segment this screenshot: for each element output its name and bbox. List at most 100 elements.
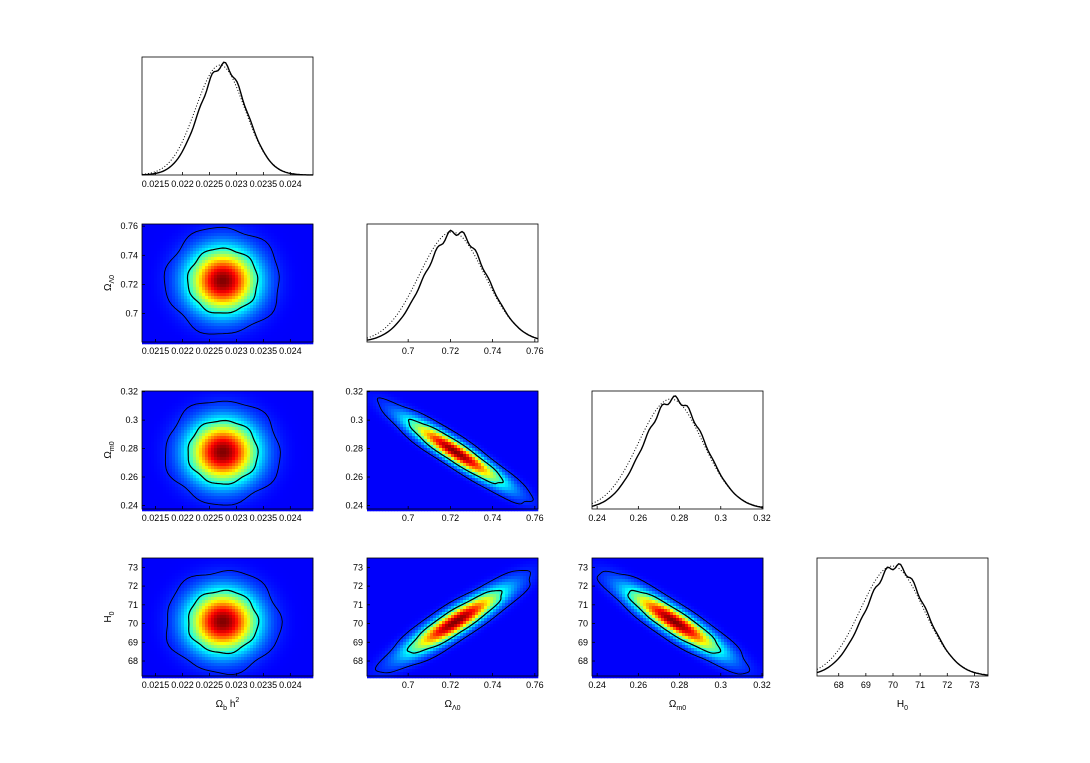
heatmap-cell xyxy=(307,290,311,294)
heatmap-cell xyxy=(187,257,191,261)
heatmap-cell xyxy=(190,505,194,509)
heatmap-cell xyxy=(379,472,383,476)
heatmap-cell xyxy=(211,263,215,267)
heatmap-cell xyxy=(301,430,305,434)
heatmap-cell xyxy=(265,281,269,285)
heatmap-cell xyxy=(298,433,302,437)
heatmap-cell xyxy=(181,260,185,264)
heatmap-cell xyxy=(295,317,299,321)
heatmap-cell xyxy=(274,239,278,243)
heatmap-cell xyxy=(208,302,212,306)
heatmap-cell xyxy=(205,499,209,503)
heatmap-cell xyxy=(220,227,224,231)
heatmap-cell xyxy=(271,457,275,461)
heatmap-cell xyxy=(235,296,239,300)
heatmap-cell xyxy=(190,463,194,467)
heatmap-cell xyxy=(274,272,278,276)
heatmap-cell xyxy=(382,409,386,413)
heatmap-cell xyxy=(283,478,287,482)
heatmap-cell xyxy=(223,475,227,479)
heatmap-cell xyxy=(238,302,242,306)
heatmap-cell xyxy=(301,296,305,300)
heatmap-cell xyxy=(196,451,200,455)
heatmap-cell xyxy=(238,233,242,237)
heatmap-cell xyxy=(151,463,155,467)
heatmap-cell xyxy=(208,463,212,467)
heatmap-cell xyxy=(241,338,245,342)
heatmap-cell xyxy=(226,442,230,446)
heatmap-cell xyxy=(193,406,197,410)
heatmap-cell xyxy=(142,266,146,270)
heatmap-cell xyxy=(181,263,185,267)
heatmap-cell xyxy=(142,448,146,452)
heatmap-cell xyxy=(304,400,308,404)
heatmap-cell xyxy=(262,314,266,318)
heatmap-cell xyxy=(373,430,377,434)
heatmap-cell xyxy=(382,451,386,455)
heatmap-cell xyxy=(301,421,305,425)
heatmap-cell xyxy=(229,275,233,279)
heatmap-cell xyxy=(154,251,158,255)
heatmap-cell xyxy=(148,397,152,401)
heatmap-cell xyxy=(196,448,200,452)
heatmap-cell xyxy=(235,418,239,422)
heatmap-cell xyxy=(259,403,263,407)
x-tick-label: 0.023 xyxy=(225,179,248,189)
heatmap-cell xyxy=(301,257,305,261)
heatmap-cell xyxy=(172,299,176,303)
heatmap-cell xyxy=(310,251,314,255)
heatmap-cell xyxy=(262,305,266,309)
heatmap-cell xyxy=(376,481,380,485)
heatmap-cell xyxy=(190,499,194,503)
heatmap-cell xyxy=(211,272,215,276)
heatmap-cell xyxy=(289,296,293,300)
heatmap-cell xyxy=(385,460,389,464)
heatmap-cell xyxy=(208,400,212,404)
heatmap-cell xyxy=(376,445,380,449)
heatmap-cell xyxy=(232,445,236,449)
heatmap-cell xyxy=(208,451,212,455)
heatmap-cell xyxy=(274,254,278,258)
heatmap-cell xyxy=(310,469,314,473)
heatmap-cell xyxy=(151,493,155,497)
heatmap-cell xyxy=(256,466,260,470)
heatmap-cell xyxy=(238,412,242,416)
heatmap-cell xyxy=(154,508,158,512)
heatmap-cell xyxy=(277,394,281,398)
heatmap-cell xyxy=(301,451,305,455)
heatmap-cell xyxy=(211,442,215,446)
heatmap-cell xyxy=(253,278,257,282)
x-axis-ticks: 0.0215 0.022 0.0225 0.023 0.0235 0.024 xyxy=(142,172,302,189)
heatmap-cell xyxy=(226,296,230,300)
heatmap-cell xyxy=(157,266,161,270)
heatmap-cell xyxy=(142,397,146,401)
heatmap-cell xyxy=(220,421,224,425)
heatmap-cell xyxy=(274,296,278,300)
heatmap-cell xyxy=(271,317,275,321)
heatmap-cell xyxy=(190,236,194,240)
heatmap-cell xyxy=(244,341,248,345)
heatmap-cell xyxy=(229,454,233,458)
heatmap-cell xyxy=(232,472,236,476)
heatmap-cell xyxy=(382,400,386,404)
heatmap-cell xyxy=(274,448,278,452)
heatmap-cell xyxy=(235,293,239,297)
heatmap-cell xyxy=(157,424,161,428)
heatmap-cell xyxy=(160,493,164,497)
heatmap-cell xyxy=(220,391,224,395)
heatmap-cell xyxy=(196,397,200,401)
heatmap-cell xyxy=(289,391,293,395)
heatmap-cell xyxy=(280,436,284,440)
heatmap-cell xyxy=(217,296,221,300)
heatmap-cell xyxy=(193,329,197,333)
heatmap-cell xyxy=(295,433,299,437)
heatmap-cell xyxy=(166,460,170,464)
heatmap-cell xyxy=(160,415,164,419)
heatmap-cell xyxy=(376,493,380,497)
heatmap-cell xyxy=(247,242,251,246)
heatmap-cell xyxy=(169,281,173,285)
heatmap-cell xyxy=(289,278,293,282)
heatmap-cell xyxy=(382,478,386,482)
heatmap-cell xyxy=(205,329,209,333)
heatmap-cell xyxy=(310,403,314,407)
